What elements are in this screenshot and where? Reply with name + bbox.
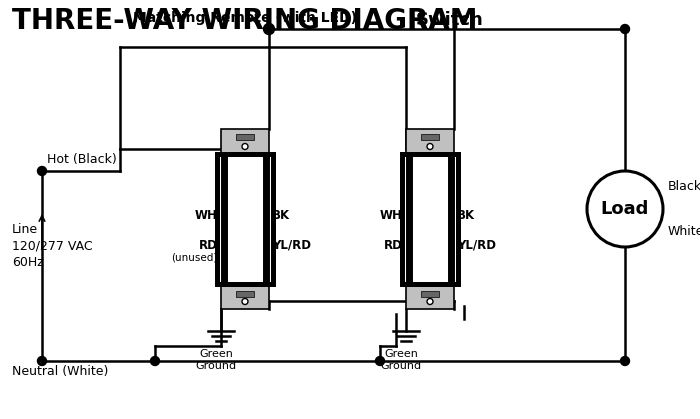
Bar (236, 134, 254, 140)
Bar (406, 284, 454, 309)
Circle shape (242, 298, 248, 305)
Circle shape (150, 357, 160, 365)
Text: Matching Remote (with LED): Matching Remote (with LED) (133, 11, 357, 25)
Bar (217, 154, 273, 284)
Text: WH: WH (195, 209, 218, 222)
Text: Switch: Switch (416, 11, 484, 29)
Circle shape (375, 357, 384, 365)
Circle shape (38, 357, 46, 365)
Bar (221, 284, 269, 309)
Circle shape (38, 166, 46, 176)
Bar (421, 290, 439, 297)
Circle shape (620, 24, 629, 34)
Text: Load: Load (601, 200, 649, 218)
Text: BK: BK (457, 209, 475, 222)
Text: RD: RD (384, 238, 403, 251)
Circle shape (427, 298, 433, 305)
Bar (217, 154, 273, 284)
Text: RD: RD (199, 238, 218, 251)
Text: Green
Ground: Green Ground (195, 349, 237, 370)
Text: YL/RD: YL/RD (272, 238, 311, 251)
Bar (406, 129, 454, 154)
Bar (421, 134, 439, 140)
Text: YL/RD: YL/RD (457, 238, 496, 251)
Text: WH: WH (380, 209, 403, 222)
Text: BK: BK (272, 209, 290, 222)
Bar (402, 154, 458, 284)
Text: THREE-WAY WIRING DIAGRAM: THREE-WAY WIRING DIAGRAM (12, 7, 477, 35)
Text: Hot (Black): Hot (Black) (47, 153, 117, 166)
Text: White: White (668, 225, 700, 238)
Text: (unused): (unused) (172, 252, 218, 262)
Circle shape (427, 143, 433, 150)
Circle shape (620, 357, 629, 365)
Text: Neutral (White): Neutral (White) (12, 365, 109, 378)
Bar (236, 290, 254, 297)
Text: Line
120/277 VAC
60Hz: Line 120/277 VAC 60Hz (12, 222, 92, 269)
Circle shape (587, 171, 663, 247)
Bar (402, 154, 458, 284)
Bar (221, 129, 269, 154)
Circle shape (242, 143, 248, 150)
Circle shape (263, 23, 274, 34)
Text: Green
Ground: Green Ground (380, 349, 421, 370)
Text: Black: Black (668, 181, 700, 194)
